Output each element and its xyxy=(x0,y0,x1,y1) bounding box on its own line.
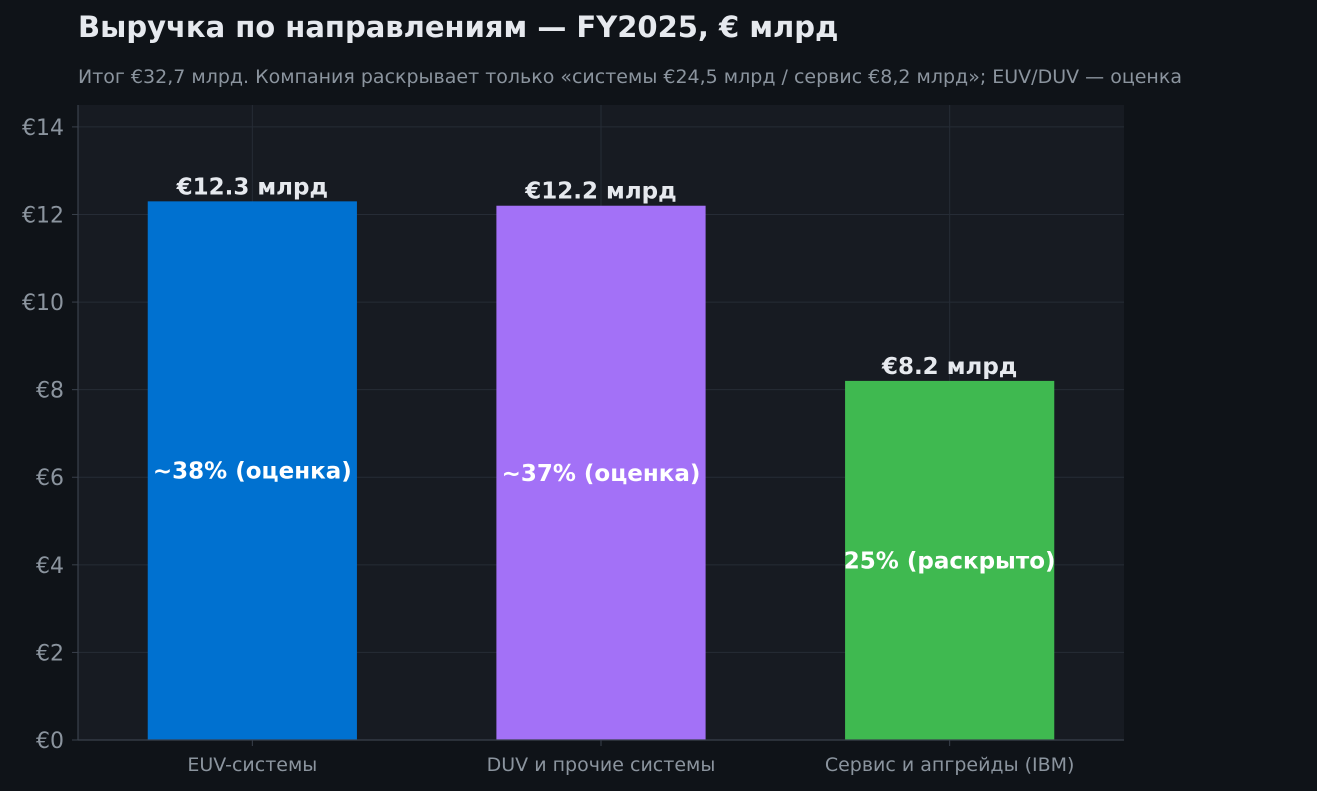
y-tick-label: €12 xyxy=(22,203,64,228)
bars xyxy=(147,201,1055,741)
y-tick-label: €4 xyxy=(36,554,64,579)
y-tick-label: €10 xyxy=(22,291,64,316)
axes: €0 €2 €4 €6 €8 €10 €12 €14 EUV-системы DUV и проч… xyxy=(22,105,1124,776)
bar-value-label: €12.3 млрд xyxy=(176,174,328,200)
x-tick-label: EUV-системы xyxy=(187,754,317,776)
bar-share-label: 25% (раскрыто) xyxy=(844,548,1056,574)
data-labels: €12.3 млрд ~38% (оценка) €12.2 млрд ~37% (о… xyxy=(153,174,1056,574)
bar-share-label: ~38% (оценка) xyxy=(153,459,352,485)
y-tick-label: €0 xyxy=(36,729,64,754)
bar-value-label: €12.2 млрд xyxy=(524,179,676,205)
y-tick-label: €8 xyxy=(36,379,64,404)
x-tick-label: DUV и прочие системы xyxy=(487,754,716,776)
bar xyxy=(845,380,1055,740)
y-tick-label: €6 xyxy=(36,466,64,491)
bar-value-label: €8.2 млрд xyxy=(881,354,1017,380)
bar xyxy=(147,201,357,740)
y-tick-label: €14 xyxy=(22,116,64,141)
y-tick-label: €2 xyxy=(36,641,64,666)
chart-subtitle: Итог €32,7 млрд. Компания раскрывает тол… xyxy=(78,66,1182,88)
x-tick-label: Сервис и апгрейды (IBM) xyxy=(825,754,1075,776)
chart-title: Выручка по направлениям — FY2025, € млрд xyxy=(78,10,839,44)
bar-share-label: ~37% (оценка) xyxy=(502,461,701,487)
bar xyxy=(496,205,706,741)
